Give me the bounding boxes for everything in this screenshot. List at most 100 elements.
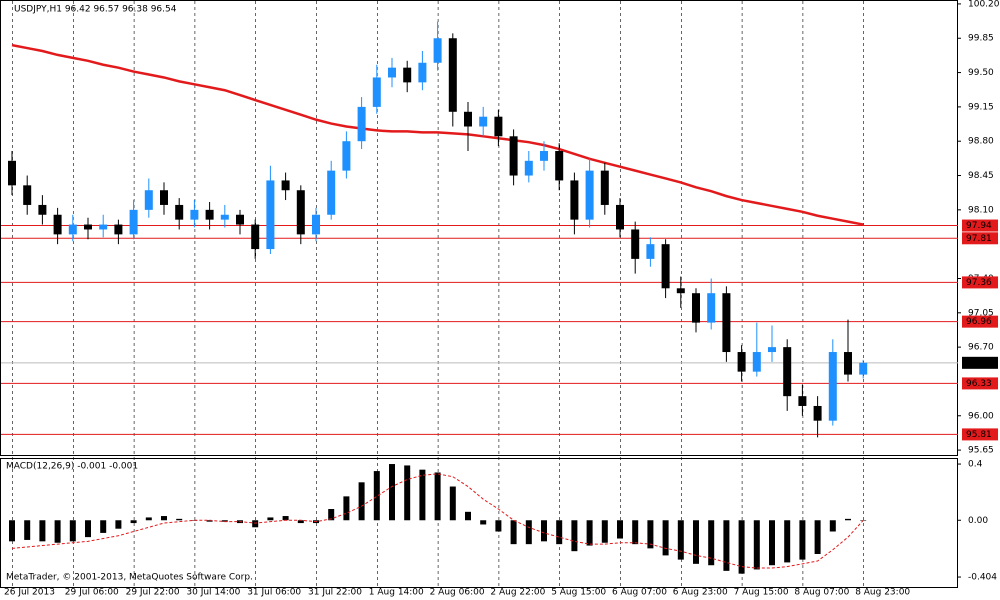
y-tick-label: 0.00 xyxy=(968,516,988,526)
x-tick-label: 5 Aug 15:00 xyxy=(551,588,606,598)
candle-body xyxy=(676,288,685,294)
macd-bar xyxy=(617,520,623,539)
candle-body xyxy=(448,38,457,112)
y-tick-label: 96.70 xyxy=(968,343,994,353)
candle-body xyxy=(692,293,700,323)
candle-body xyxy=(357,106,366,142)
candle-body xyxy=(23,185,32,205)
candle-body xyxy=(433,38,442,63)
candle-body xyxy=(114,224,123,235)
macd-bar xyxy=(130,520,137,524)
candle-body xyxy=(859,362,868,375)
macd-bar xyxy=(571,520,578,552)
y-tick-label: 96.00 xyxy=(968,411,994,421)
x-tick-label: 6 Aug 07:00 xyxy=(612,588,667,598)
macd-bar xyxy=(358,482,365,521)
y-tick-label: -0.404 xyxy=(968,573,997,583)
current-price-tag xyxy=(962,356,998,369)
macd-bar xyxy=(419,469,426,521)
y-tick-label: 99.15 xyxy=(968,102,994,112)
copyright: MetaTrader, © 2001-2013, MetaQuotes Soft… xyxy=(6,573,253,583)
candle-body xyxy=(281,180,290,191)
x-tick-label: 31 Jul 06:00 xyxy=(247,588,301,598)
candle-body xyxy=(220,214,229,220)
y-tick-label: 99.85 xyxy=(968,34,994,44)
level-tag xyxy=(962,232,998,245)
level-label: 97.81 xyxy=(966,234,992,244)
y-tick-label: 95.65 xyxy=(968,446,994,456)
macd-bar xyxy=(85,520,91,538)
macd-bar xyxy=(525,520,532,545)
macd-bar xyxy=(738,520,745,574)
candle-body xyxy=(813,405,822,421)
candle-body xyxy=(190,209,199,220)
candle-body xyxy=(99,224,108,230)
candle-body xyxy=(342,141,351,171)
macd-bar xyxy=(541,520,547,542)
candle-body xyxy=(524,160,533,176)
candle-body xyxy=(798,396,807,406)
moving-average xyxy=(11,43,864,226)
candle-body xyxy=(707,293,716,323)
macd-bar xyxy=(814,520,821,554)
candle-body xyxy=(509,136,518,176)
x-tick-label: 7 Aug 15:00 xyxy=(734,588,789,598)
candle-body xyxy=(540,151,548,161)
macd-bar xyxy=(677,520,684,560)
x-tick-label: 8 Aug 23:00 xyxy=(855,588,910,598)
macd-bar xyxy=(115,520,122,529)
candle-body xyxy=(646,244,655,259)
main-panel xyxy=(0,0,958,456)
candle-body xyxy=(327,170,336,215)
macd-bar xyxy=(328,509,335,521)
candle-body xyxy=(768,347,776,353)
candle-body xyxy=(296,190,305,235)
candle-body xyxy=(464,111,472,127)
candle-body xyxy=(737,352,746,372)
macd-bar xyxy=(829,520,836,532)
macd-bar xyxy=(389,464,395,521)
candle-body xyxy=(388,67,396,78)
macd-bar xyxy=(449,486,456,521)
candle-body xyxy=(160,190,168,205)
candle-body xyxy=(418,62,427,83)
macd-bar xyxy=(601,520,608,543)
candle-body xyxy=(844,352,852,375)
macd-bar xyxy=(723,520,730,571)
level-label: 96.33 xyxy=(966,379,992,389)
candle-body xyxy=(494,116,503,137)
macd-bar xyxy=(693,520,699,564)
y-tick-label: 0.4 xyxy=(968,460,983,470)
macd-bar xyxy=(100,520,107,533)
candle-body xyxy=(312,214,320,235)
macd-bar xyxy=(297,520,304,524)
level-label: 95.81 xyxy=(966,430,992,440)
macd-bar xyxy=(54,520,61,543)
macd-bar xyxy=(753,520,760,570)
x-tick-label: 29 Jul 22:00 xyxy=(126,588,180,598)
candle-body xyxy=(53,214,62,235)
y-tick-label: 100.20 xyxy=(968,0,1000,9)
macd-bar xyxy=(206,520,213,522)
x-tick-label: 26 Jul 2013 xyxy=(4,588,55,598)
candle-body xyxy=(783,347,792,397)
level-label: 96.96 xyxy=(966,317,992,327)
macd-bar xyxy=(769,520,775,566)
candle-body xyxy=(555,151,564,181)
macd-bar xyxy=(39,520,46,542)
level-tag xyxy=(962,219,998,232)
macd-bar xyxy=(343,496,350,521)
macd-bar xyxy=(647,520,654,549)
macd-panel xyxy=(0,458,958,588)
macd-bar xyxy=(221,520,228,522)
x-tick-label: 2 Aug 06:00 xyxy=(430,588,485,598)
macd-bar xyxy=(586,520,593,546)
macd-bar xyxy=(632,520,639,545)
candle-body xyxy=(570,180,579,220)
macd-bar xyxy=(480,520,487,525)
macd-bar xyxy=(267,517,274,521)
macd-bar xyxy=(662,520,669,556)
candle-body xyxy=(8,160,16,186)
candle-body xyxy=(144,190,153,210)
